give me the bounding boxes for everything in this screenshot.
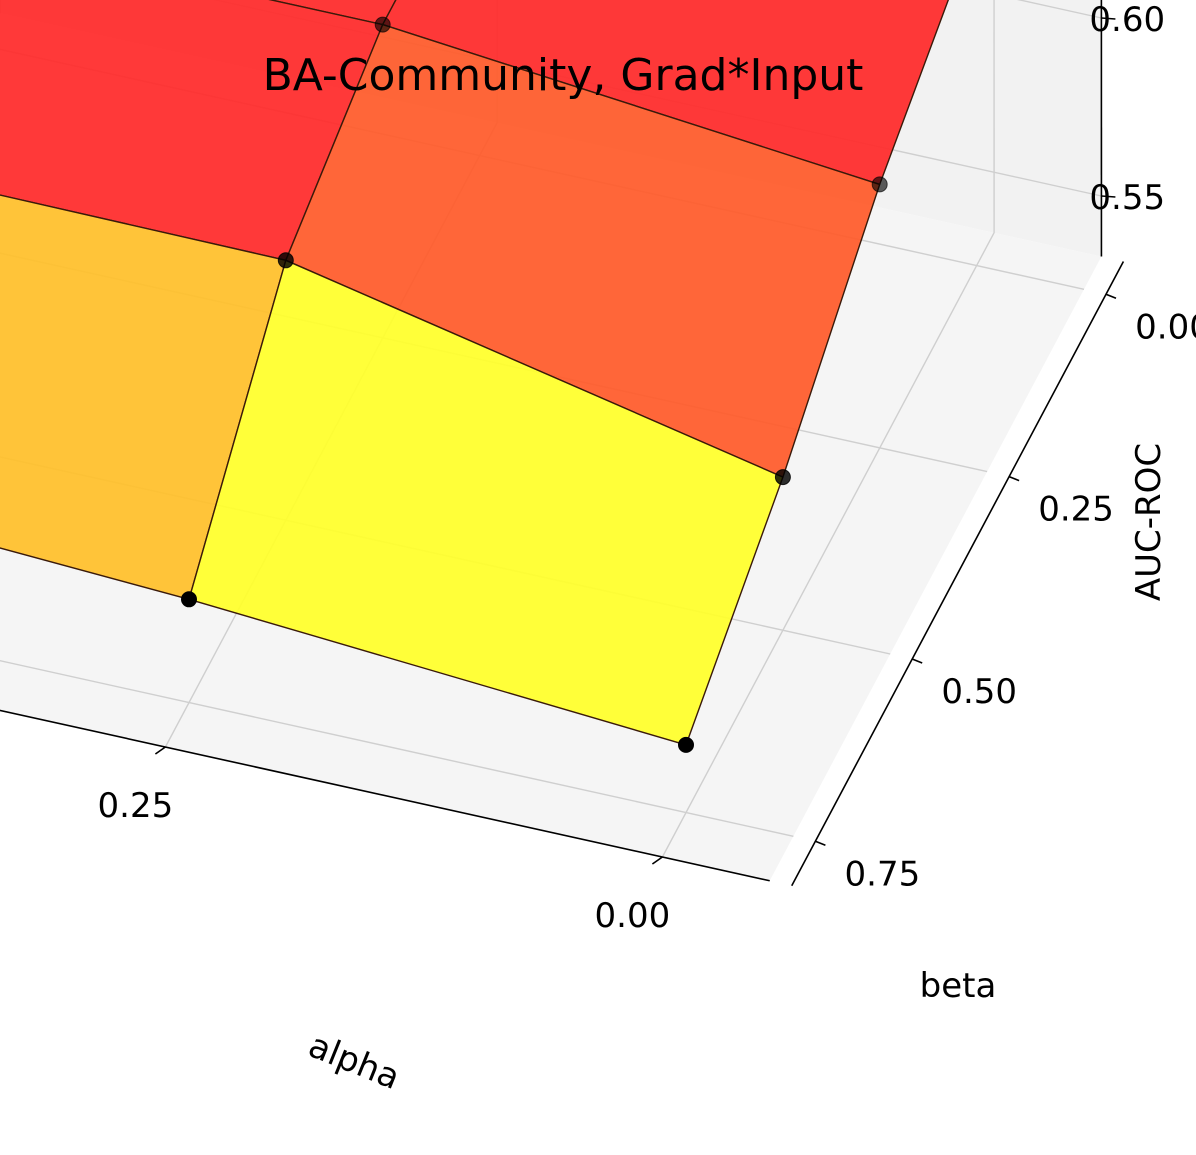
data-point <box>182 592 197 607</box>
beta-tick-label: 0.50 <box>941 672 1017 712</box>
y-axis-label: beta <box>920 966 997 1006</box>
beta-tick-mark <box>815 841 825 845</box>
beta-tick-mark <box>912 659 922 663</box>
alpha-tick-mark <box>155 747 165 754</box>
data-point <box>872 177 887 192</box>
data-point <box>278 253 293 268</box>
beta-tick-label: 0.00 <box>1135 307 1196 347</box>
x-axis-label: alpha <box>303 1026 405 1098</box>
z-tick-label: 0.60 <box>1089 0 1165 40</box>
data-point <box>775 470 790 485</box>
data-point <box>679 737 694 752</box>
data-point <box>375 17 390 32</box>
chart-title: BA-Community, Grad*Input <box>263 50 864 101</box>
alpha-tick-mark <box>652 857 662 864</box>
beta-tick-label: 0.25 <box>1038 490 1114 530</box>
beta-tick-mark <box>1106 294 1116 298</box>
beta-tick-label: 0.75 <box>845 854 921 894</box>
z-tick-label: 0.55 <box>1089 178 1165 218</box>
alpha-tick-label: 0.00 <box>595 896 671 936</box>
alpha-tick-label: 0.25 <box>98 786 174 826</box>
beta-tick-mark <box>1009 477 1019 481</box>
z-axis-label: AUC-ROC <box>1129 443 1169 601</box>
